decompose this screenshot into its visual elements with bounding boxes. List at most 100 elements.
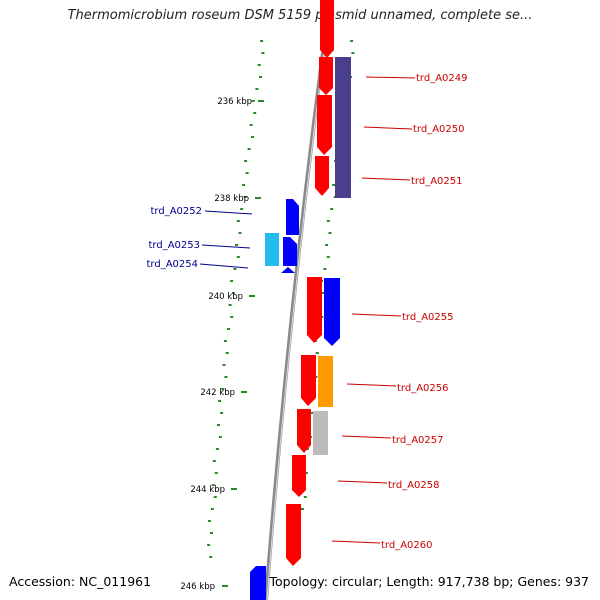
gc-dot [209,556,213,558]
gc-dot [255,88,259,90]
leader-trd_A0250 [363,126,413,130]
gene-arrow-bottom-blue[interactable] [250,566,266,600]
gene-arrow-trd_A0256[interactable] [301,355,316,406]
gc-dot [253,112,257,114]
gc-dot [257,64,261,66]
gc-dot [213,496,217,498]
gc-dot [236,220,240,222]
gene-labels: trd_A0249 trd_A0250 trd_A0251 trd_A0255 … [147,73,468,551]
gc-dot [221,388,225,390]
gc-dot [228,304,232,306]
gc-dot [230,316,234,318]
leader-trd_A0249 [365,76,416,79]
gene-label-trd_A0249[interactable]: trd_A0249 [416,73,468,84]
accession-text: Accession: NC_011961 [9,574,152,589]
gc-dot [261,52,265,54]
tick-label-240: 240 kbp [208,292,243,302]
tick-label-244: 244 kbp [190,485,225,495]
gc-dot [300,508,304,510]
gc-dot [260,40,264,42]
gc-dot [325,244,329,246]
gc-dot [217,424,220,426]
gc-dot [212,460,216,462]
gc-dot [223,340,227,342]
gc-dot [233,268,237,270]
gene-arrow-top[interactable] [320,0,334,58]
gc-dot [245,172,249,174]
gc-dot [321,292,325,294]
gc-dot [332,184,336,186]
leader-trd_A0252 [204,210,253,215]
gene-label-trd_A0250[interactable]: trd_A0250 [413,124,465,135]
gc-dot [238,232,242,234]
gc-dot [259,76,263,78]
leader-trd_A0260 [331,540,381,544]
leader-trd_A0256 [346,383,397,387]
gene-label-trd_A0257[interactable]: trd_A0257 [392,435,444,446]
gc-dot [235,244,239,246]
gene-label-trd_A0258[interactable]: trd_A0258 [388,480,440,491]
gene-track [250,0,351,600]
gc-dot [326,220,330,222]
summary-text: Topology: circular; Length: 917,738 bp; … [269,574,590,589]
gene-arrow-navy[interactable] [335,57,351,198]
gene-arrow-trd_A0250[interactable] [317,95,332,155]
gene-arrow-trd_A0251[interactable] [315,156,329,196]
gene-arrow-trd_A0260[interactable] [286,504,301,566]
gene-label-trd_A0254[interactable]: trd_A0254 [147,259,199,270]
gc-dot [227,328,231,330]
gc-dot [243,196,247,198]
backbone-line [264,0,332,600]
gc-dot [240,208,244,210]
gene-label-trd_A0251[interactable]: trd_A0251 [411,176,463,187]
gc-dot [218,400,222,402]
gc-dot [220,412,224,414]
gene-arrow-gray[interactable] [313,411,328,455]
gc-dot [330,208,334,210]
gene-label-trd_A0253[interactable]: trd_A0253 [149,240,201,251]
gc-dot [210,508,214,510]
gc-dot [304,472,308,474]
gc-dot [211,484,215,486]
gene-arrow-trd_A0258[interactable] [292,455,306,497]
leader-trd_A0258 [337,480,388,484]
gene-arrow-trd_A0249[interactable] [319,57,333,95]
gc-dot [214,472,218,474]
gc-dot [225,352,229,354]
gc-dot [251,100,255,102]
gc-dot [323,268,327,270]
gene-arrow-trd_A0255-blue[interactable] [324,278,340,346]
leader-trd_A0251 [361,177,411,181]
gc-dot [224,376,228,378]
backbone-highlight [266,0,332,600]
gc-dot [350,40,354,42]
gene-arrow-blue-2[interactable] [283,237,297,266]
gene-arrow-trd_A0255-red[interactable] [307,277,322,343]
tick-label-236: 236 kbp [217,97,252,107]
gc-dot [247,148,251,150]
gene-arrow-blue-1[interactable] [286,199,299,235]
gene-label-trd_A0255[interactable]: trd_A0255 [402,312,454,323]
gene-label-trd_A0260[interactable]: trd_A0260 [381,540,433,551]
gc-dot [207,520,211,522]
gc-dot [310,412,314,414]
gene-arrow-trd_A0257[interactable] [297,409,311,453]
gc-dot [231,292,235,294]
gc-dot [326,256,330,258]
gc-dot [303,496,307,498]
gc-dot [222,364,226,366]
leader-trd_A0255 [351,313,402,317]
leader-trd_A0257 [341,435,392,439]
gene-arrow-cyan[interactable] [265,233,279,266]
tick-track: 236 kbp 238 kbp 240 kbp 242 kbp 244 kbp … [180,97,264,592]
gene-arrow-orange[interactable] [318,356,333,407]
gene-label-trd_A0256[interactable]: trd_A0256 [397,383,449,394]
gene-arrow-blue-3[interactable] [281,267,295,273]
gc-dot [249,124,253,126]
gc-dot [236,256,240,258]
map-title: Thermomicrobium roseum DSM 5159 plasmid … [67,8,533,23]
gc-dot [242,184,246,186]
gene-label-trd_A0252[interactable]: trd_A0252 [151,206,203,217]
gc-dot [210,532,213,534]
